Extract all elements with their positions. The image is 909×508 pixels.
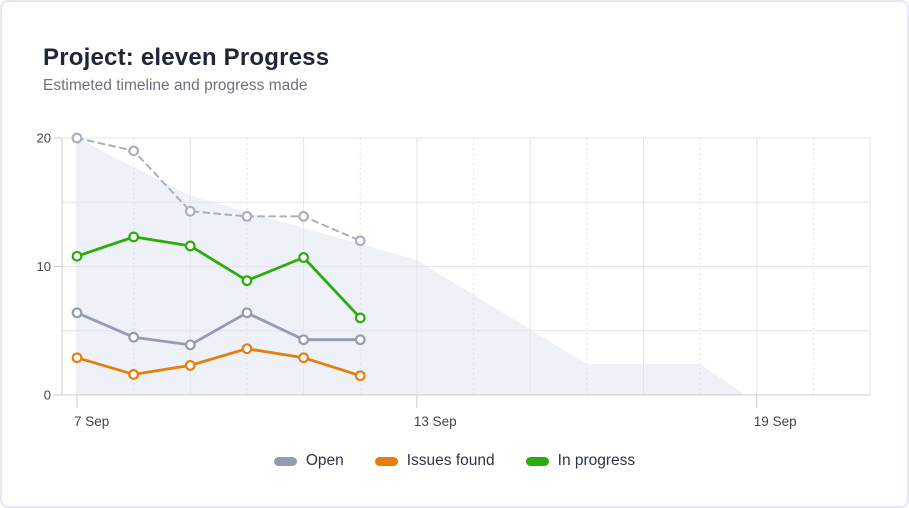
legend-swatch-issues-found xyxy=(374,456,398,466)
y-tick-label: 20 xyxy=(37,131,51,146)
data-point-open-5[interactable] xyxy=(354,334,366,346)
data-point-issues-found-5[interactable] xyxy=(354,370,366,382)
data-point-in-progress-4[interactable] xyxy=(298,252,310,263)
data-point-estimated-dashed-0[interactable] xyxy=(71,132,83,144)
legend-swatch-in-progress xyxy=(525,456,549,466)
data-point-in-progress-2[interactable] xyxy=(184,240,196,252)
series-line-estimated-dashed xyxy=(76,137,362,242)
series-layer xyxy=(71,132,366,382)
series-line-in-progress xyxy=(75,235,362,320)
x-axis-label: 13 Sep xyxy=(414,414,457,429)
legend-label-open: Open xyxy=(305,452,344,469)
timeline-chart: 20 10 0 7 Sep 13 Sep 19 Sep xyxy=(37,131,871,429)
legend-swatch-open xyxy=(273,456,297,466)
y-tick-label: 0 xyxy=(44,388,51,403)
x-axis-label: 19 Sep xyxy=(754,414,797,429)
data-point-open-2[interactable] xyxy=(184,339,196,351)
data-point-in-progress-3[interactable] xyxy=(241,275,253,287)
axis-layer: 20 10 0 7 Sep 13 Sep 19 Sep xyxy=(37,131,870,429)
series-line-open xyxy=(75,311,362,347)
page-title: Project: eleven Progress xyxy=(43,44,330,71)
data-point-estimated-dashed-2[interactable] xyxy=(184,205,196,217)
x-axis-label: 7 Sep xyxy=(74,414,109,429)
chart-legend: Open Issues found In progress xyxy=(2,452,907,470)
data-point-open-3[interactable] xyxy=(241,307,253,319)
data-point-estimated-dashed-1[interactable] xyxy=(128,145,140,157)
data-point-open-1[interactable] xyxy=(128,331,140,343)
legend-label-issues-found: Issues found xyxy=(406,452,495,469)
y-tick-label: 10 xyxy=(37,259,51,274)
data-point-open-4[interactable] xyxy=(298,334,310,346)
data-point-issues-found-4[interactable] xyxy=(298,352,310,364)
legend-item-in-progress[interactable]: In progress xyxy=(525,452,636,470)
data-point-in-progress-0[interactable] xyxy=(71,250,83,262)
data-point-in-progress-5[interactable] xyxy=(354,312,366,324)
data-point-open-0[interactable] xyxy=(71,307,83,319)
data-point-issues-found-0[interactable] xyxy=(71,352,83,364)
legend-item-open[interactable]: Open xyxy=(273,452,344,470)
legend-item-issues-found[interactable]: Issues found xyxy=(374,452,495,470)
series-line-issues-found xyxy=(75,347,362,378)
data-point-issues-found-3[interactable] xyxy=(241,343,253,355)
data-point-issues-found-2[interactable] xyxy=(184,360,196,371)
data-point-estimated-dashed-4[interactable] xyxy=(298,210,310,222)
data-point-in-progress-1[interactable] xyxy=(128,231,140,243)
data-point-estimated-dashed-5[interactable] xyxy=(354,235,366,247)
page-subtitle: Estimeted timeline and progress made xyxy=(43,77,308,94)
data-point-estimated-dashed-3[interactable] xyxy=(241,210,253,222)
data-point-issues-found-1[interactable] xyxy=(128,369,140,380)
legend-label-in-progress: In progress xyxy=(557,452,636,469)
